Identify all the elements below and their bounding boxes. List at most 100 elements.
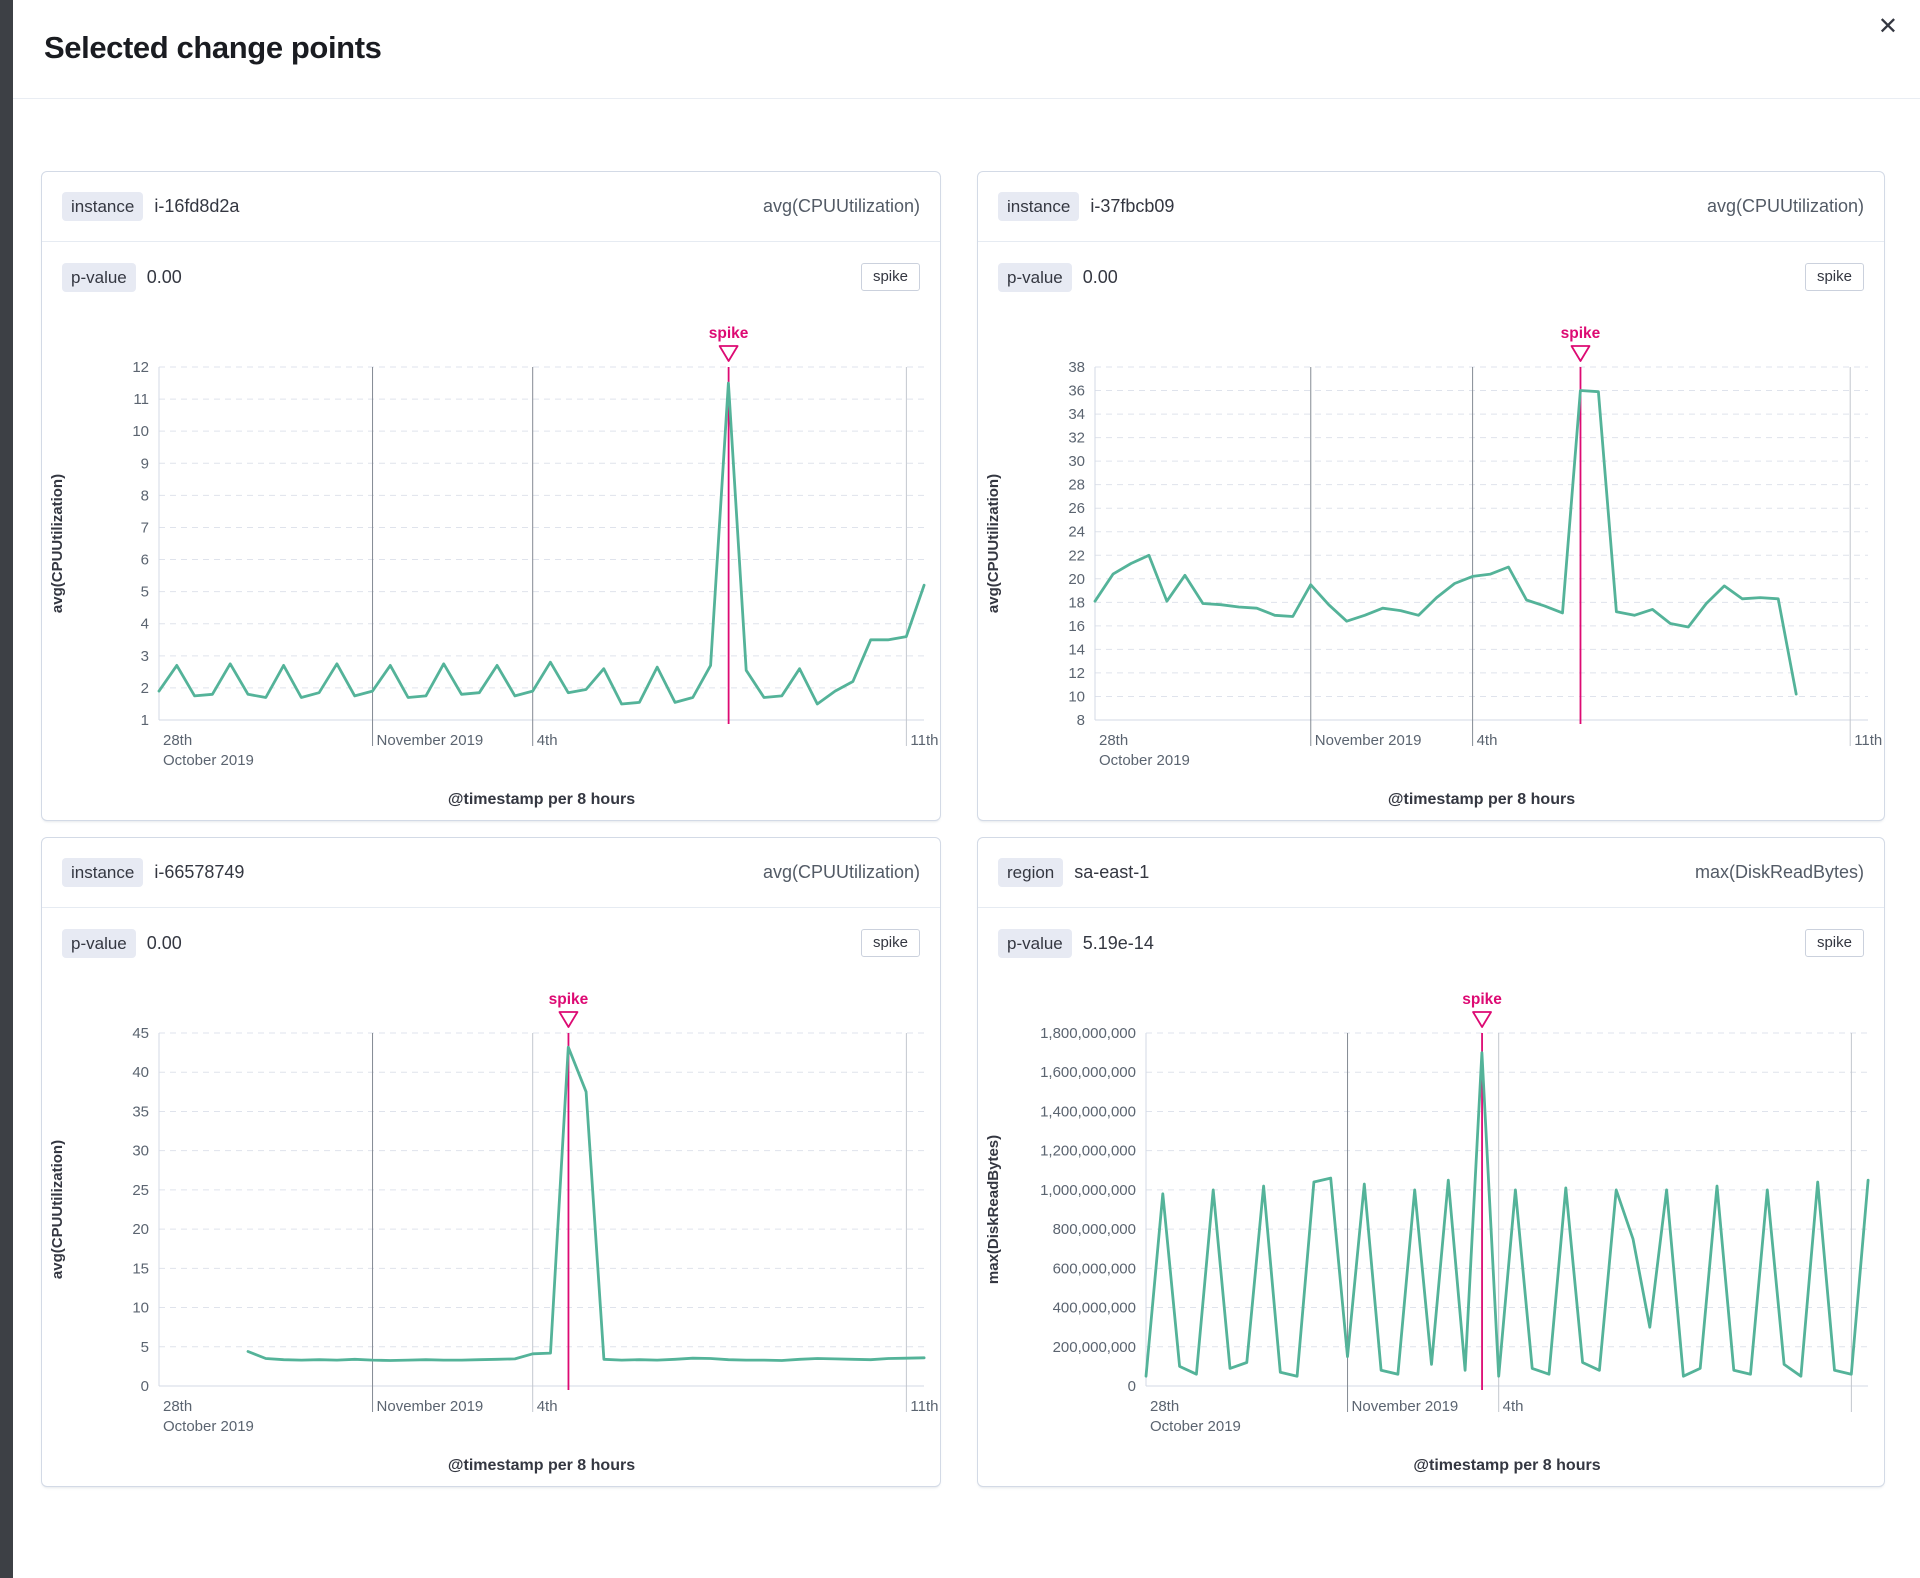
p-value: 5.19e-14 <box>1082 932 1154 953</box>
panel-title-row: instance i-37fbcb09 avg(CPUUtilization) <box>978 172 1884 242</box>
panel-pvalue-row: p-value 5.19e-14 spike <box>978 908 1884 978</box>
spike-marker-icon <box>718 345 739 362</box>
p-value: 0.00 <box>146 266 182 287</box>
svg-text:October 2019: October 2019 <box>1150 1418 1241 1435</box>
svg-text:11: 11 <box>133 391 149 408</box>
spike-annotation-label: spike <box>549 991 589 1008</box>
change-points-grid: instance i-16fd8d2a avg(CPUUtilization) … <box>41 171 1885 1487</box>
group-value: sa-east-1 <box>1074 862 1150 882</box>
y-axis-title: max(DiskReadBytes) <box>985 1135 1002 1284</box>
timeseries-plot: 0 5 10 15 20 25 30 35 40 45 28th October 2019 Novemb… <box>49 991 938 1474</box>
p-value-badge: p-value <box>998 262 1072 292</box>
svg-text:9: 9 <box>141 455 149 472</box>
svg-text:15: 15 <box>132 1260 149 1277</box>
svg-text:18: 18 <box>1068 594 1085 611</box>
p-value: 0.00 <box>1082 266 1118 287</box>
change-point-panel: region sa-east-1 max(DiskReadBytes) p-va… <box>977 837 1885 1487</box>
svg-text:4th: 4th <box>1503 1398 1524 1415</box>
change-type-badge[interactable]: spike <box>1804 929 1864 957</box>
svg-text:34: 34 <box>1068 406 1085 423</box>
svg-text:October 2019: October 2019 <box>1099 752 1190 769</box>
timeseries-plot: 8 10 12 14 16 18 20 22 24 26 28 30 32 34 36 38 28th Octob… <box>985 325 1882 808</box>
page-behind-modal <box>0 0 13 1578</box>
svg-text:November 2019: November 2019 <box>377 732 484 749</box>
close-icon[interactable]: ✕ <box>1877 12 1898 40</box>
timeseries-chart: 0 5 10 15 20 25 30 35 40 45 28th October 2019 Novemb… <box>42 978 940 1486</box>
svg-text:7: 7 <box>141 519 149 536</box>
svg-text:20: 20 <box>132 1221 149 1238</box>
svg-text:11th: 11th <box>1854 732 1882 749</box>
svg-text:28th: 28th <box>163 1398 192 1415</box>
modal-title: Selected change points <box>44 30 382 65</box>
group-field-badge: instance <box>62 858 144 887</box>
svg-text:1,800,000,000: 1,800,000,000 <box>1040 1025 1136 1042</box>
svg-text:1,600,000,000: 1,600,000,000 <box>1040 1064 1136 1081</box>
svg-text:1,200,000,000: 1,200,000,000 <box>1040 1143 1136 1160</box>
svg-text:38: 38 <box>1068 359 1085 376</box>
group-value: i-16fd8d2a <box>154 196 240 216</box>
svg-text:30: 30 <box>132 1143 149 1160</box>
p-value-badge: p-value <box>62 262 136 292</box>
change-type-badge[interactable]: spike <box>860 263 920 291</box>
change-type-badge[interactable]: spike <box>1804 263 1864 291</box>
spike-annotation: spike <box>549 991 589 1390</box>
svg-text:1,000,000,000: 1,000,000,000 <box>1040 1182 1136 1199</box>
svg-text:12: 12 <box>132 359 149 376</box>
svg-text:10: 10 <box>132 1300 149 1317</box>
svg-text:4th: 4th <box>1477 732 1498 749</box>
svg-text:14: 14 <box>1068 641 1085 658</box>
x-axis-title: @timestamp per 8 hours <box>1413 1457 1600 1474</box>
svg-text:November 2019: November 2019 <box>1315 732 1422 749</box>
svg-text:11th: 11th <box>910 732 938 749</box>
svg-text:28th: 28th <box>163 732 192 749</box>
group-value: i-37fbcb09 <box>1090 196 1175 216</box>
x-axis: 28th October 2019 November 2019 4th 11th <box>163 1033 938 1435</box>
y-axis: 8 10 12 14 16 18 20 22 24 26 28 30 32 34 36 38 <box>1068 359 1868 729</box>
series-line <box>1144 1051 1870 1378</box>
svg-text:11th: 11th <box>910 1398 938 1415</box>
y-axis-title: avg(CPUUtilization) <box>985 474 1002 613</box>
svg-text:24: 24 <box>1068 524 1085 541</box>
svg-text:25: 25 <box>132 1182 149 1199</box>
group-field-badge: instance <box>62 192 144 221</box>
p-value-badge: p-value <box>998 928 1072 958</box>
svg-text:4th: 4th <box>537 732 558 749</box>
svg-text:26: 26 <box>1068 500 1085 517</box>
svg-text:2: 2 <box>141 680 149 697</box>
spike-marker-icon <box>558 1011 579 1028</box>
change-type-badge[interactable]: spike <box>860 929 920 957</box>
svg-text:30: 30 <box>1068 453 1085 470</box>
metric-label: avg(CPUUtilization) <box>762 196 920 216</box>
spike-annotation-label: spike <box>709 325 749 342</box>
timeseries-chart: 1 2 3 4 5 6 7 8 9 10 11 12 28th October 2019 November … <box>42 312 940 820</box>
svg-text:5: 5 <box>141 584 149 601</box>
x-axis: 28th October 2019 November 2019 4th 11th <box>163 367 938 769</box>
spike-annotation: spike <box>1462 991 1502 1390</box>
svg-text:32: 32 <box>1068 430 1085 447</box>
timeseries-chart: 0 200,000,000 400,000,000 600,000,000 800,00… <box>978 978 1884 1486</box>
y-axis: 0 5 10 15 20 25 30 35 40 45 <box>132 1025 924 1395</box>
svg-text:35: 35 <box>132 1103 149 1120</box>
p-value-badge: p-value <box>62 928 136 958</box>
series-line <box>246 1045 926 1362</box>
spike-annotation: spike <box>1561 325 1601 724</box>
svg-text:22: 22 <box>1068 547 1085 564</box>
change-point-panel: instance i-66578749 avg(CPUUtilization) … <box>41 837 941 1487</box>
spike-marker-icon <box>1472 1011 1492 1028</box>
panel-title-row: region sa-east-1 max(DiskReadBytes) <box>978 838 1884 908</box>
svg-text:28th: 28th <box>1099 732 1128 749</box>
panel-pvalue-row: p-value 0.00 spike <box>978 242 1884 312</box>
x-axis-title: @timestamp per 8 hours <box>448 1457 635 1474</box>
y-axis-title: avg(CPUUtilization) <box>49 474 66 613</box>
spike-marker-icon <box>1570 345 1591 362</box>
svg-text:5: 5 <box>141 1339 149 1356</box>
panel-title-row: instance i-16fd8d2a avg(CPUUtilization) <box>42 172 940 242</box>
x-axis-title: @timestamp per 8 hours <box>1388 791 1575 808</box>
timeseries-plot: 0 200,000,000 400,000,000 600,000,000 800,00… <box>985 991 1870 1474</box>
group-value: i-66578749 <box>154 862 245 882</box>
spike-annotation-label: spike <box>1462 991 1502 1008</box>
header-divider <box>13 98 1920 99</box>
panel-title-row: instance i-66578749 avg(CPUUtilization) <box>42 838 940 908</box>
svg-text:3: 3 <box>141 648 149 665</box>
change-point-panel: instance i-16fd8d2a avg(CPUUtilization) … <box>41 171 941 821</box>
